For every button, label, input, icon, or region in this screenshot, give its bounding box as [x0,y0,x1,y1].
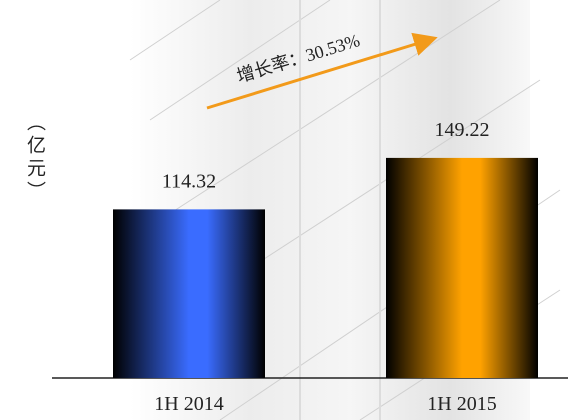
page: {"chart_data": {"type": "bar", "y_label"… [0,0,568,420]
x-tick-label: 1H 2015 [427,393,496,415]
bar [386,158,538,378]
x-tick-label: 1H 2014 [154,393,223,415]
value-label: 149.22 [435,119,490,141]
value-label: 114.32 [162,170,216,192]
chart: 增长率：30.53% 114.321H 2014149.221H 2015 [0,0,568,420]
y-axis-label: （亿元） [22,112,49,204]
bar [113,209,265,378]
